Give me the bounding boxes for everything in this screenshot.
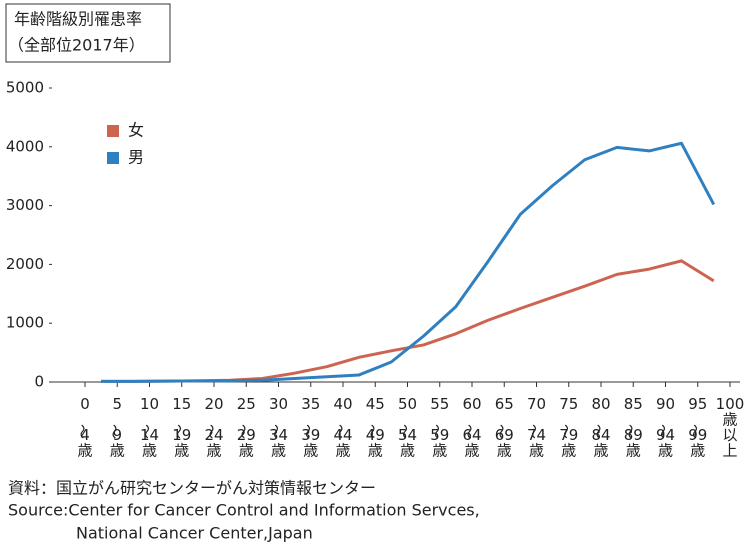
data-line — [101, 141, 716, 383]
x-tick-label: 15 〜19 歳 — [170, 395, 191, 460]
data-line — [101, 259, 715, 383]
y-tick-label: 3000 — [6, 196, 44, 214]
x-tick-label: 75 〜79 歳 — [557, 395, 578, 460]
x-tick-label: 45 〜49 歳 — [364, 395, 385, 460]
chart-subtitle: （全部位2017年） — [8, 36, 145, 55]
x-tick-label: 0 〜4 歳 — [73, 395, 92, 460]
x-tick-label: 30 〜34 歳 — [267, 395, 288, 460]
y-tick-label: 5000 — [6, 79, 44, 97]
x-tick-label: 40 〜44 歳 — [331, 395, 352, 460]
legend-label: 男 — [128, 148, 144, 167]
x-tick-label: 25 〜29 歳 — [235, 395, 256, 460]
title-box — [5, 3, 171, 63]
source: National Cancer Center,Japan — [76, 524, 313, 543]
x-tick-label: 90 〜94 歳 — [654, 395, 675, 460]
x-tick-label: 95 〜99 歳 — [686, 395, 707, 460]
x-tick-label: 80 〜84 歳 — [589, 395, 610, 460]
x-tick-label: 100 歳以上 — [716, 395, 745, 460]
legend-swatch — [107, 152, 119, 164]
x-tick-label: 50 〜54 歳 — [396, 395, 417, 460]
x-tick-label: 20 〜24 歳 — [202, 395, 223, 460]
x-tick-label: 5 〜9 歳 — [106, 395, 125, 460]
source: Source:Center for Cancer Control and Inf… — [8, 501, 480, 520]
source: 資料：国立がん研究センターがん対策情報センター — [8, 479, 376, 498]
x-tick-label: 35 〜39 歳 — [299, 395, 320, 460]
x-tick-label: 65 〜69 歳 — [493, 395, 514, 460]
x-tick-label: 60 〜64 歳 — [460, 395, 481, 460]
y-tick-label: 1000 — [6, 314, 44, 332]
x-tick-label: 70 〜74 歳 — [525, 395, 546, 460]
x-tick-label: 85 〜89 歳 — [622, 395, 643, 460]
x-tick-label: 55 〜59 歳 — [428, 395, 449, 460]
y-tick-label: 0 — [34, 373, 44, 391]
legend-label: 女 — [128, 121, 144, 140]
x-tick-label: 10 〜14 歳 — [138, 395, 159, 460]
chart-title: 年齢階級別罹患率 — [14, 10, 142, 29]
y-tick-label: 4000 — [6, 137, 44, 155]
y-tick-label: 2000 — [6, 255, 44, 273]
legend-swatch — [107, 125, 119, 137]
